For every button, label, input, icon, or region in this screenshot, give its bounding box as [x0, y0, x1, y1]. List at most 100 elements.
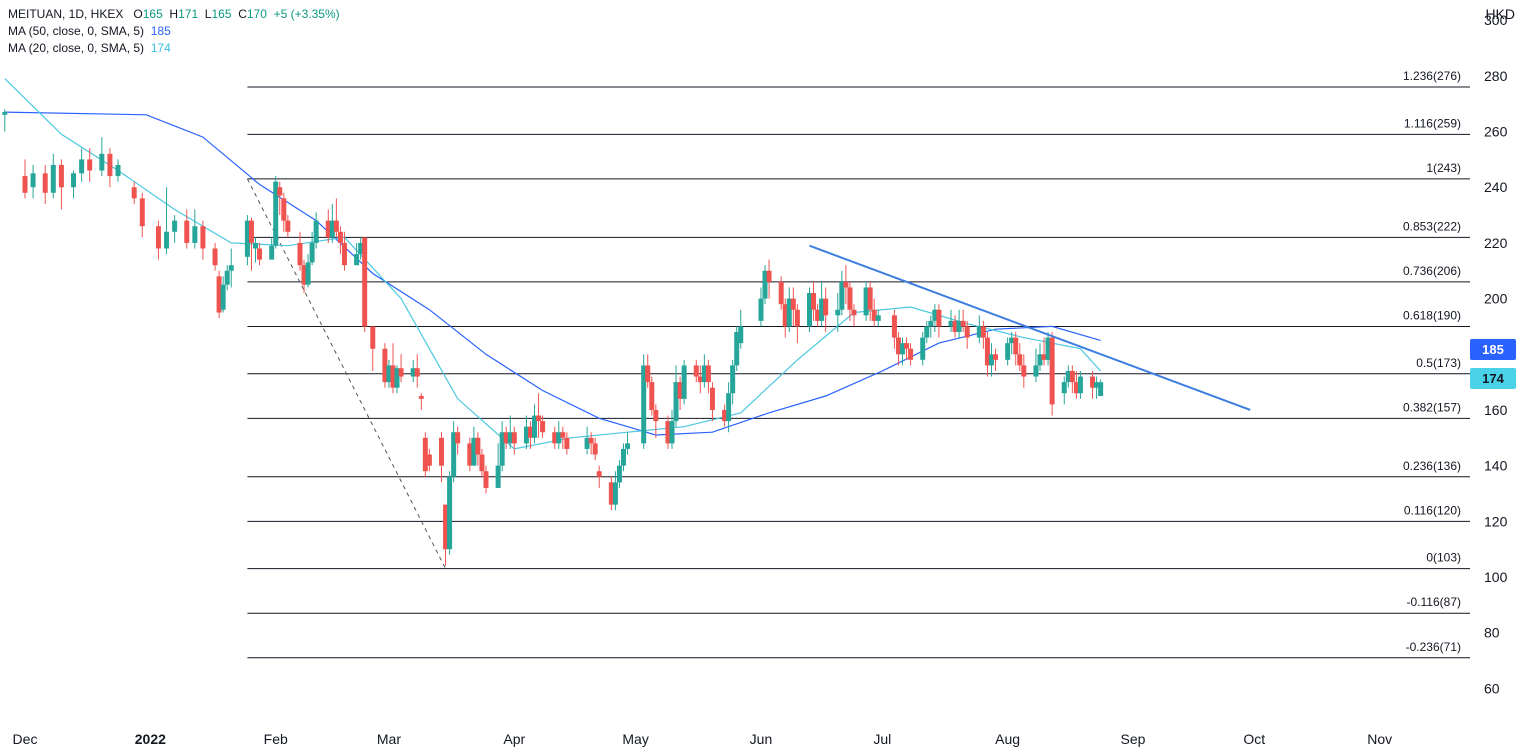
candle: [722, 404, 728, 427]
candle-body: [30, 173, 36, 188]
candle-body: [228, 265, 234, 271]
candle: [762, 265, 768, 305]
ma20-legend-row[interactable]: MA (20, close, 0, SMA, 5) 174: [8, 40, 340, 57]
candle: [305, 254, 311, 288]
candle-body: [313, 220, 319, 243]
candle-body: [325, 220, 331, 238]
candle: [475, 432, 481, 466]
candle: [269, 237, 275, 260]
candle-body: [479, 454, 485, 472]
fib-level-label: 0.5(173): [1416, 356, 1461, 370]
candle-body: [988, 354, 994, 366]
candle: [139, 192, 145, 238]
candle-body: [904, 343, 910, 349]
candle: [665, 415, 671, 449]
candle: [398, 354, 404, 383]
candle-body: [669, 421, 675, 444]
candle: [1061, 376, 1067, 405]
candle-body: [212, 248, 218, 266]
candle-body: [1045, 337, 1051, 360]
ma50-legend-row[interactable]: MA (50, close, 0, SMA, 5) 185: [8, 23, 340, 40]
candle: [281, 192, 287, 232]
candle-body: [984, 337, 990, 366]
candle-body: [220, 284, 226, 310]
candle-body: [608, 482, 614, 505]
candle-body: [362, 237, 368, 327]
candle: [337, 226, 343, 255]
candle: [932, 304, 938, 333]
candle: [677, 376, 683, 410]
candle: [172, 215, 178, 243]
candle-body: [592, 443, 598, 455]
x-axis[interactable]: Dec 2022 Feb Mar Apr May Jun Jul Aug Sep Oct Nov: [13, 731, 1393, 747]
candle-body: [960, 320, 966, 327]
candle-body: [730, 365, 736, 394]
currency-label[interactable]: HKD: [1485, 6, 1515, 22]
candle-body: [738, 326, 744, 344]
candle-body: [354, 254, 360, 266]
candle-body: [224, 270, 230, 285]
candle-body: [871, 309, 877, 321]
candle-body: [863, 287, 869, 316]
candle: [1098, 379, 1104, 397]
y-tick-label: 120: [1484, 513, 1508, 529]
candle: [564, 432, 570, 455]
descending-trendline: [809, 244, 1251, 411]
candle: [1065, 365, 1071, 388]
candle: [483, 465, 489, 494]
fib-level-label: 0.382(157): [1403, 400, 1461, 414]
candle-body: [394, 368, 400, 388]
candle: [1009, 332, 1015, 355]
candle: [819, 281, 825, 327]
fib-level-label: -0.236(71): [1406, 640, 1461, 654]
candle: [79, 148, 85, 182]
trendline-layer[interactable]: [809, 244, 1251, 411]
candle: [734, 326, 740, 371]
candle-body: [726, 393, 732, 422]
candle-body: [2, 112, 8, 115]
candle-body: [172, 220, 178, 232]
candle: [536, 393, 542, 438]
candle-body: [709, 387, 715, 410]
candle: [669, 409, 675, 449]
candle: [354, 242, 360, 266]
candle: [107, 148, 113, 188]
candle: [1045, 332, 1051, 366]
x-tick-label: Dec: [13, 731, 38, 747]
y-axis[interactable]: 3002802602402202001801601401201008060: [1484, 12, 1508, 696]
candle-body: [588, 437, 594, 444]
candle-body: [952, 320, 958, 333]
candle: [503, 426, 509, 449]
candle-body: [333, 220, 339, 232]
candles: [2, 109, 1104, 566]
candle: [948, 309, 954, 333]
candle-body: [443, 504, 449, 550]
candle: [843, 265, 849, 305]
candle: [645, 354, 651, 388]
candle-body: [1009, 337, 1015, 344]
candle-body: [1077, 376, 1083, 394]
close-label: C: [238, 7, 247, 21]
candle-body: [851, 309, 857, 316]
candle: [758, 287, 764, 327]
candle: [192, 209, 198, 249]
candle-body: [414, 368, 420, 377]
candle-body: [107, 153, 113, 177]
fibonacci-levels: 1.236(276) 1.116(259) 1(243) 0.853(222) 0.73…: [246, 69, 1470, 659]
candle-body: [511, 432, 517, 444]
candle-body: [681, 365, 687, 399]
candle: [806, 287, 812, 333]
candle-body: [649, 382, 655, 410]
ma50-legend-value: 185: [150, 24, 171, 38]
candle-body: [782, 304, 788, 327]
candle: [422, 432, 428, 477]
candle-body: [532, 415, 538, 438]
candle-body: [269, 245, 275, 260]
candle-body: [200, 226, 206, 249]
candle-body: [625, 443, 631, 449]
candle: [2, 109, 8, 132]
candle: [224, 265, 230, 291]
candle-body: [523, 426, 529, 444]
candle-body: [956, 320, 962, 333]
